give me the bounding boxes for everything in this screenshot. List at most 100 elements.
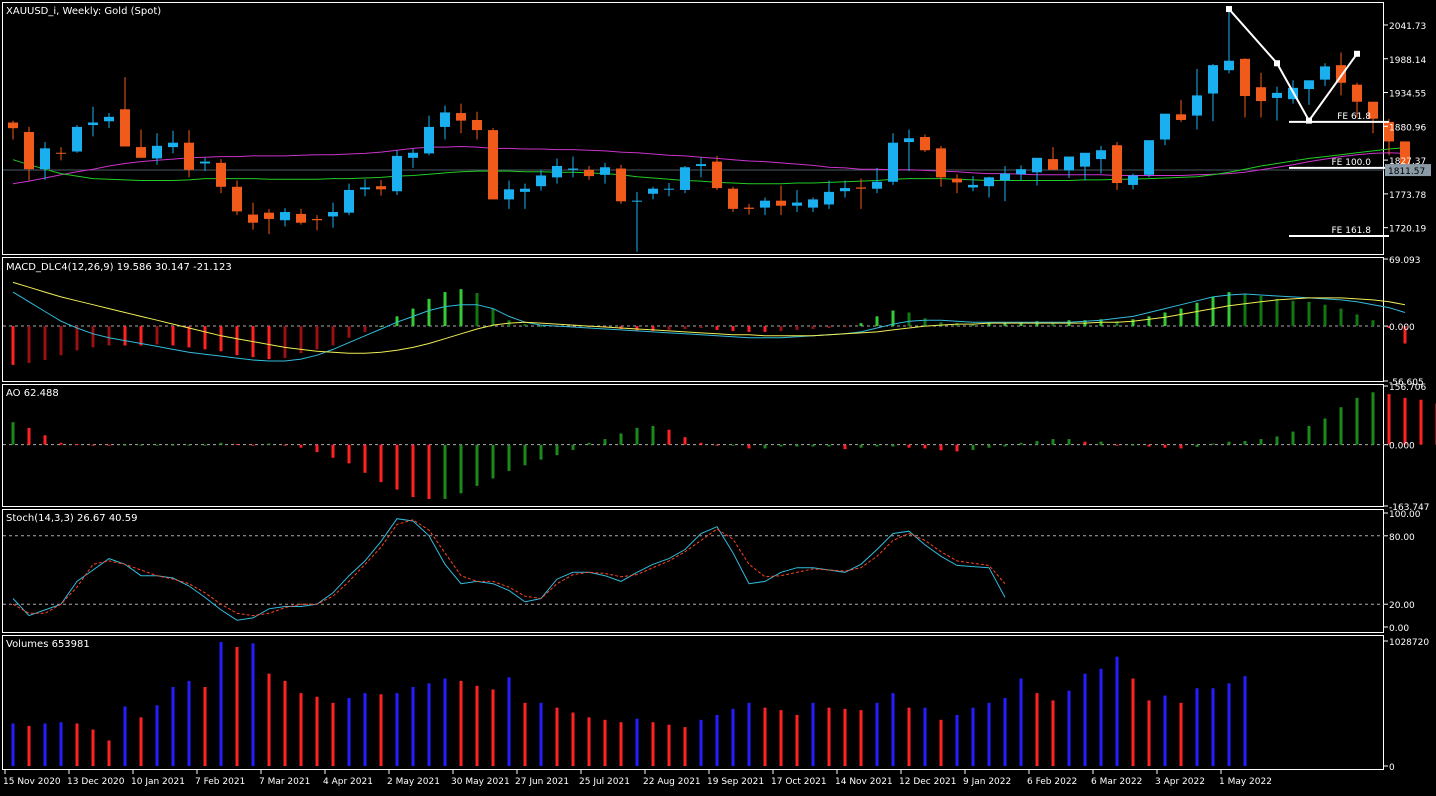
candle-body xyxy=(1320,66,1330,79)
ao-histogram-bar xyxy=(748,445,751,449)
ao-histogram-bar xyxy=(428,445,431,499)
candle-body xyxy=(1208,65,1218,93)
ao-histogram-bar xyxy=(924,445,927,449)
candle-body xyxy=(824,192,834,205)
ao-histogram-bar xyxy=(876,445,879,447)
ao-histogram-bar xyxy=(732,445,735,446)
time-axis-label: 22 Aug 2021 xyxy=(643,777,701,787)
ao-histogram-bar xyxy=(44,435,47,444)
ao-histogram-bar xyxy=(652,426,655,445)
stoch-axis-tick-label: 100.00 xyxy=(1389,510,1421,520)
price-pane-frame[interactable] xyxy=(3,3,1384,255)
macd-histogram-bar xyxy=(332,326,335,345)
candle-body xyxy=(248,215,258,223)
volume-bar xyxy=(892,693,895,766)
time-axis-label: 4 Apr 2021 xyxy=(323,777,373,787)
volume-pane-frame[interactable] xyxy=(3,636,1384,770)
fibo-anchor-point xyxy=(1274,60,1280,66)
ao-histogram-bar xyxy=(380,445,383,482)
ao-histogram-bar xyxy=(268,444,271,445)
ao-histogram-bar xyxy=(1420,400,1423,445)
ao-axis-tick-label: 0.000 xyxy=(1389,442,1415,452)
time-axis-label: 15 Nov 2020 xyxy=(3,777,61,787)
volume-bar xyxy=(1164,696,1167,766)
volume-bar xyxy=(1180,703,1183,766)
candle-body xyxy=(616,169,626,202)
candle-body xyxy=(520,189,530,192)
ao-histogram-bar xyxy=(1068,439,1071,445)
candle-body xyxy=(1176,114,1186,120)
ao-histogram-bar xyxy=(1292,432,1295,445)
ao-histogram-bar xyxy=(124,445,127,446)
volume-bar xyxy=(876,703,879,766)
ao-histogram-bar xyxy=(524,445,527,466)
ao-histogram-bar xyxy=(204,445,207,446)
time-axis-label: 27 Jun 2021 xyxy=(515,777,569,787)
candle-body xyxy=(872,182,882,189)
macd-histogram-bar xyxy=(220,326,223,351)
ao-histogram-bar xyxy=(396,445,399,490)
volume-bar xyxy=(716,715,719,766)
macd-histogram-bar xyxy=(924,318,927,326)
volume-bar xyxy=(1212,688,1215,766)
candle-body xyxy=(632,201,642,202)
ao-histogram-bar xyxy=(1212,444,1215,445)
volume-bar xyxy=(556,708,559,766)
volume-bar xyxy=(268,674,271,766)
macd-histogram-bar xyxy=(684,326,687,329)
candle-body xyxy=(72,127,82,152)
volume-bar xyxy=(284,681,287,766)
candle-body xyxy=(200,162,210,164)
macd-histogram-bar xyxy=(1180,309,1183,326)
candle-body xyxy=(360,187,370,189)
candle-body xyxy=(456,113,466,121)
volume-bar xyxy=(828,708,831,766)
ao-histogram-bar xyxy=(764,445,767,449)
candle-body xyxy=(88,123,98,126)
fibo-level-label: FE 100.0 xyxy=(1332,158,1372,168)
price-axis-tick-label: 1934.55 xyxy=(1389,90,1426,100)
volume-bar xyxy=(172,687,175,766)
ao-histogram-bar xyxy=(1388,394,1391,445)
volume-bar xyxy=(924,708,927,766)
volume-bar xyxy=(620,722,623,766)
macd-histogram-bar xyxy=(76,326,79,350)
macd-histogram-bar xyxy=(140,326,143,345)
stoch-pane-frame[interactable] xyxy=(3,510,1384,633)
ao-histogram-bar xyxy=(460,445,463,494)
volume-bar xyxy=(332,703,335,766)
candle-body xyxy=(408,153,418,158)
volume-bar xyxy=(1052,700,1055,766)
volume-bar xyxy=(700,720,703,766)
ao-histogram-bar xyxy=(1164,445,1167,448)
candle-body xyxy=(168,143,178,147)
price-axis-tick-label: 1773.78 xyxy=(1389,191,1426,201)
candle-body xyxy=(296,214,306,223)
ao-pane-frame[interactable] xyxy=(3,385,1384,507)
candle-body xyxy=(712,162,722,188)
candle-body xyxy=(1240,59,1250,96)
candle-body xyxy=(24,132,34,169)
candle-body xyxy=(376,186,386,189)
ao-histogram-bar xyxy=(348,445,351,464)
macd-pane-frame[interactable] xyxy=(3,258,1384,382)
macd-histogram-bar xyxy=(1196,303,1199,326)
ao-histogram-bar xyxy=(1324,418,1327,444)
candle-body xyxy=(1272,93,1282,98)
ao-histogram-bar xyxy=(108,445,111,446)
macd-histogram-bar xyxy=(1276,299,1279,326)
candle-body xyxy=(56,153,66,154)
macd-histogram-bar xyxy=(12,326,15,365)
macd-histogram-bar xyxy=(156,326,159,344)
ao-histogram-bar xyxy=(988,445,991,448)
candle-body xyxy=(232,187,242,212)
candle-body xyxy=(424,127,434,153)
ao-histogram-bar xyxy=(140,445,143,446)
ao-histogram-bar xyxy=(572,445,575,450)
volume-bar xyxy=(780,710,783,766)
macd-histogram-bar xyxy=(748,326,751,332)
fibo-level-label: FE 161.8 xyxy=(1332,226,1372,236)
